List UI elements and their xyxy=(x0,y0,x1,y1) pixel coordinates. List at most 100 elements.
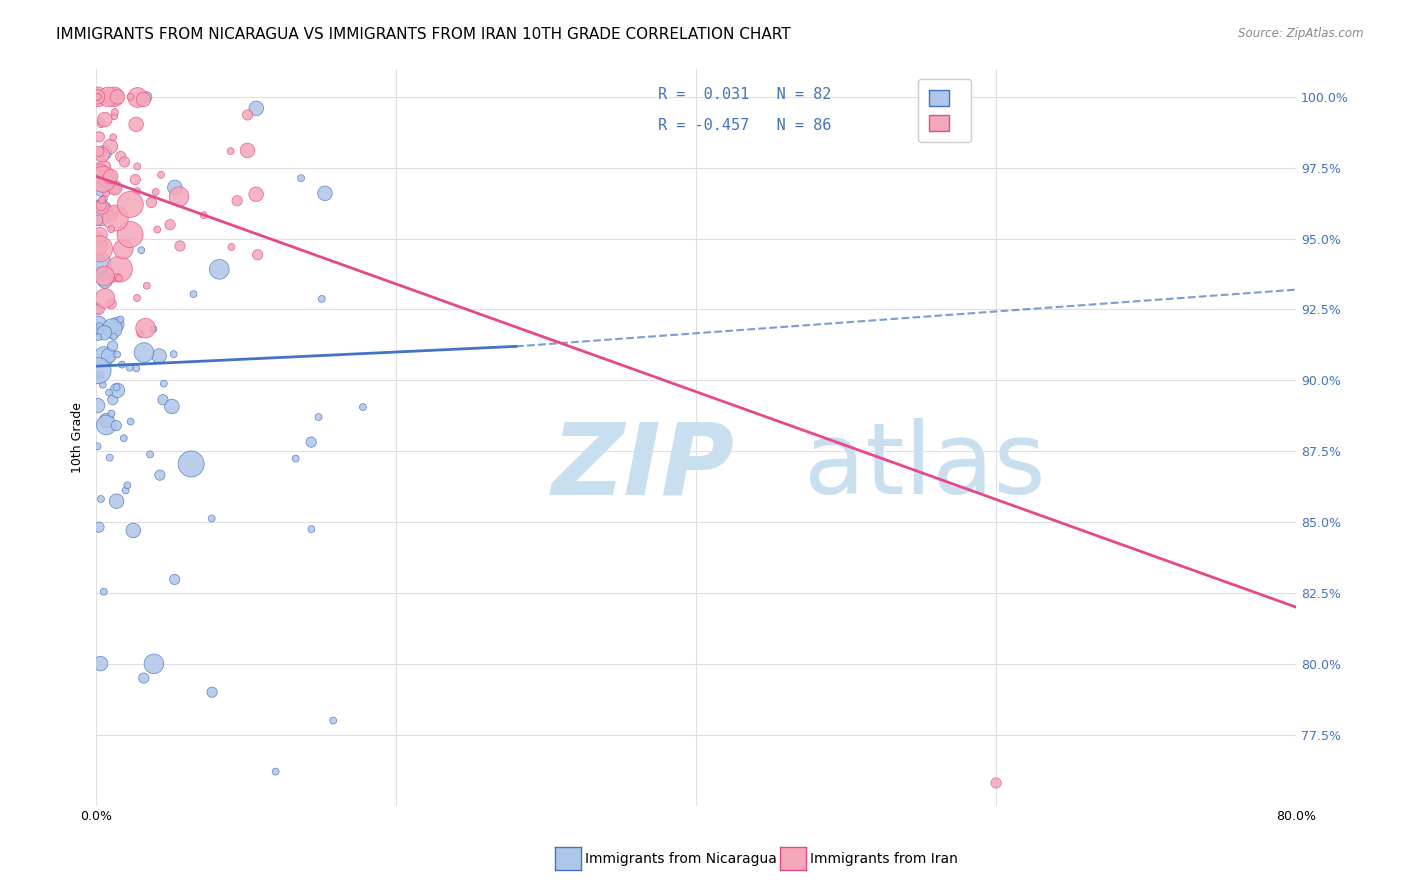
Point xyxy=(89,319,111,334)
Point xyxy=(86,399,108,413)
Point xyxy=(103,182,125,196)
Point xyxy=(120,415,142,429)
Point xyxy=(149,468,172,483)
Point xyxy=(125,291,148,305)
Text: atlas: atlas xyxy=(804,418,1046,515)
Point xyxy=(90,117,112,131)
Point xyxy=(152,376,174,391)
Point xyxy=(104,211,127,225)
Point xyxy=(132,671,155,685)
Point xyxy=(91,377,114,392)
Point xyxy=(132,345,155,359)
Point xyxy=(90,255,112,269)
Point xyxy=(183,287,205,301)
Point xyxy=(167,189,190,203)
Point xyxy=(132,92,155,106)
Point xyxy=(97,90,120,104)
Point xyxy=(120,90,142,104)
Point xyxy=(135,321,157,335)
Point xyxy=(114,483,136,498)
Text: R = -0.457   N = 86: R = -0.457 N = 86 xyxy=(658,119,831,134)
Point xyxy=(110,312,132,326)
Point xyxy=(87,238,110,252)
Point xyxy=(93,90,115,104)
Point xyxy=(93,268,115,283)
Point xyxy=(101,321,124,335)
Point xyxy=(94,274,117,288)
Point xyxy=(299,522,322,536)
Point xyxy=(87,145,110,159)
Point xyxy=(221,240,243,254)
Point xyxy=(129,243,152,257)
Point xyxy=(100,272,122,286)
Point xyxy=(105,418,128,433)
Point xyxy=(90,200,112,214)
Point xyxy=(127,160,149,174)
Point xyxy=(103,130,125,145)
Text: Source: ZipAtlas.com: Source: ZipAtlas.com xyxy=(1239,27,1364,40)
Point xyxy=(299,435,322,450)
Point xyxy=(86,169,108,184)
Point xyxy=(104,180,127,194)
Point xyxy=(105,347,128,361)
Point xyxy=(89,129,111,144)
Point xyxy=(96,413,118,427)
Point xyxy=(87,363,110,377)
Point xyxy=(90,266,112,280)
Point xyxy=(86,90,108,104)
Point xyxy=(150,168,173,182)
Point xyxy=(87,90,110,104)
Point xyxy=(122,524,145,538)
Point xyxy=(112,242,135,256)
Point xyxy=(284,451,307,466)
Point xyxy=(125,117,148,131)
Point xyxy=(135,90,157,104)
Point xyxy=(264,764,287,779)
Point xyxy=(104,203,127,218)
Point xyxy=(90,368,112,382)
Point xyxy=(111,358,134,372)
Text: Immigrants from Nicaragua: Immigrants from Nicaragua xyxy=(585,852,776,865)
Point xyxy=(98,450,121,465)
Point xyxy=(105,384,128,398)
Point xyxy=(87,230,110,244)
Point xyxy=(89,268,111,282)
Point xyxy=(103,109,125,123)
Point xyxy=(308,410,330,425)
Point xyxy=(125,361,148,376)
Point xyxy=(120,197,142,211)
Point xyxy=(142,657,165,671)
Point xyxy=(93,584,115,599)
Y-axis label: 10th Grade: 10th Grade xyxy=(72,401,84,473)
Point xyxy=(163,573,186,587)
Point xyxy=(89,302,111,317)
Point xyxy=(105,380,128,394)
Point xyxy=(142,322,165,336)
Point xyxy=(201,685,224,699)
Point xyxy=(96,417,118,432)
Point xyxy=(103,90,125,104)
Point xyxy=(86,90,108,104)
Point xyxy=(104,105,127,120)
Point xyxy=(103,329,125,343)
Point xyxy=(246,248,269,262)
Point xyxy=(139,447,162,461)
Point xyxy=(226,194,249,208)
Point xyxy=(100,297,122,311)
Point xyxy=(120,227,142,242)
Point xyxy=(89,250,111,264)
Point xyxy=(180,457,202,471)
Point xyxy=(105,318,128,332)
Point xyxy=(97,349,120,363)
Point xyxy=(93,164,115,178)
Point xyxy=(97,90,120,104)
Point xyxy=(90,90,112,104)
Point xyxy=(100,407,122,421)
Point xyxy=(86,368,108,382)
Point xyxy=(90,182,112,196)
Point xyxy=(93,145,115,160)
Point xyxy=(352,400,374,414)
Point xyxy=(91,172,114,186)
Point xyxy=(98,177,121,191)
Point xyxy=(98,385,121,400)
